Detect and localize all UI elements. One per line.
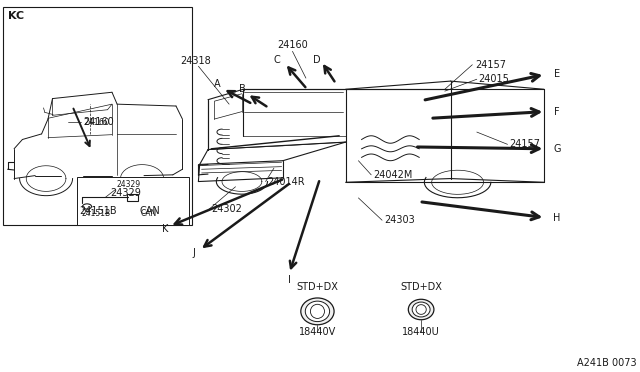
Text: STD+DX: STD+DX [400,282,442,292]
Text: A241B 0073: A241B 0073 [577,358,637,368]
Text: 24015: 24015 [479,74,509,84]
Ellipse shape [301,298,334,325]
Text: 24329: 24329 [116,180,141,189]
Text: 24160: 24160 [277,40,308,50]
Ellipse shape [412,302,430,317]
Text: A: A [214,79,221,89]
Text: E: E [554,70,560,79]
Text: 18440U: 18440U [403,327,440,337]
Text: 24151B: 24151B [79,206,117,215]
Text: B: B [239,84,245,94]
Text: CAN: CAN [141,209,157,218]
Bar [127,194,138,201]
Text: D: D [313,55,321,64]
Bar [3,7,192,225]
Ellipse shape [310,304,324,318]
Text: 24160: 24160 [83,117,114,127]
Text: 24014R: 24014R [268,177,305,186]
Text: G: G [553,144,561,154]
Text: 24302: 24302 [211,204,242,214]
Text: 24303: 24303 [384,215,415,225]
Text: F: F [554,107,559,116]
Text: K: K [162,224,168,234]
Text: 24157: 24157 [509,140,540,149]
Text: 24157: 24157 [475,60,506,70]
Text: 18440V: 18440V [299,327,336,337]
Text: 24160: 24160 [83,118,109,126]
Text: 24329: 24329 [110,188,141,198]
Text: KC: KC [8,11,24,21]
Bar [77,177,189,225]
Text: J: J [193,248,195,258]
Text: H: H [553,213,561,222]
Text: 24042M: 24042M [373,170,413,180]
Text: 24151B: 24151B [82,209,111,218]
Text: 24318: 24318 [180,56,211,66]
Text: I: I [288,275,291,285]
Ellipse shape [408,299,434,320]
Text: C: C [273,55,280,65]
Text: CAN: CAN [140,206,160,215]
Text: STD+DX: STD+DX [296,282,339,292]
Ellipse shape [305,301,330,321]
